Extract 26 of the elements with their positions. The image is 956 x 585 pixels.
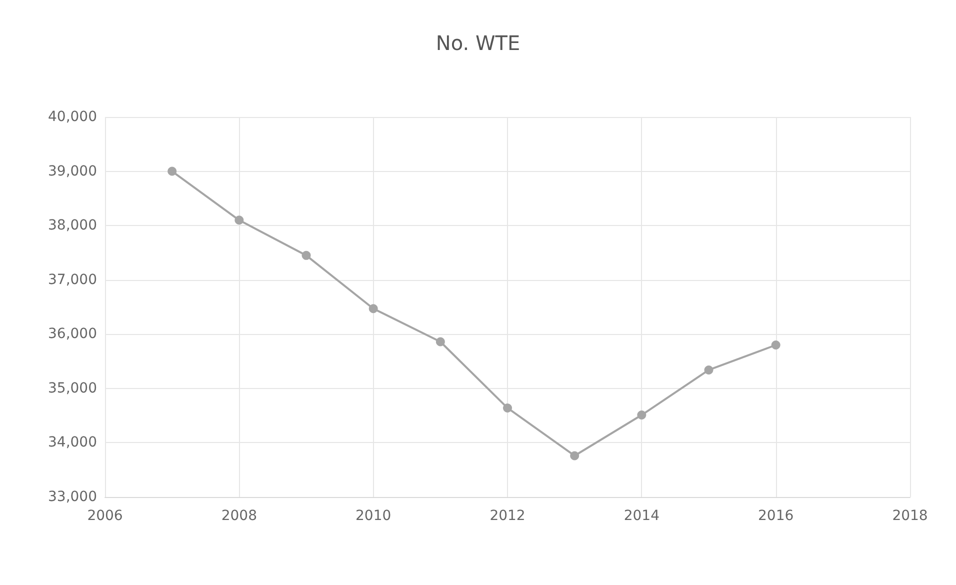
y-tick-label: 36,000: [48, 326, 97, 342]
y-tick-label: 34,000: [48, 434, 97, 451]
y-tick-label: 39,000: [48, 163, 97, 180]
x-tick-label: 2018: [892, 508, 928, 524]
x-tick-label: 2006: [87, 508, 123, 524]
x-tick-label: 2016: [758, 508, 794, 524]
point: [771, 340, 780, 350]
point: [368, 304, 378, 314]
x-tick-label: 2010: [356, 508, 392, 524]
point: [168, 166, 177, 176]
point: [234, 216, 244, 225]
y-tick-label: 37,000: [48, 272, 97, 288]
point: [570, 451, 580, 460]
x-tick-label: 2008: [221, 508, 257, 524]
x-tick-label: 2012: [490, 508, 526, 524]
x-tick-label: 2014: [624, 508, 660, 524]
point: [704, 365, 714, 374]
y-tick-label: 35,000: [48, 380, 97, 396]
y-tick-label: 33,000: [48, 489, 97, 505]
y-tick-label: 38,000: [48, 218, 97, 234]
chart-title: No. WTE: [436, 31, 520, 55]
point: [302, 250, 311, 260]
point: [436, 337, 445, 346]
point: [637, 410, 646, 420]
point: [503, 403, 512, 412]
y-tick-label: 40,000: [48, 109, 97, 125]
